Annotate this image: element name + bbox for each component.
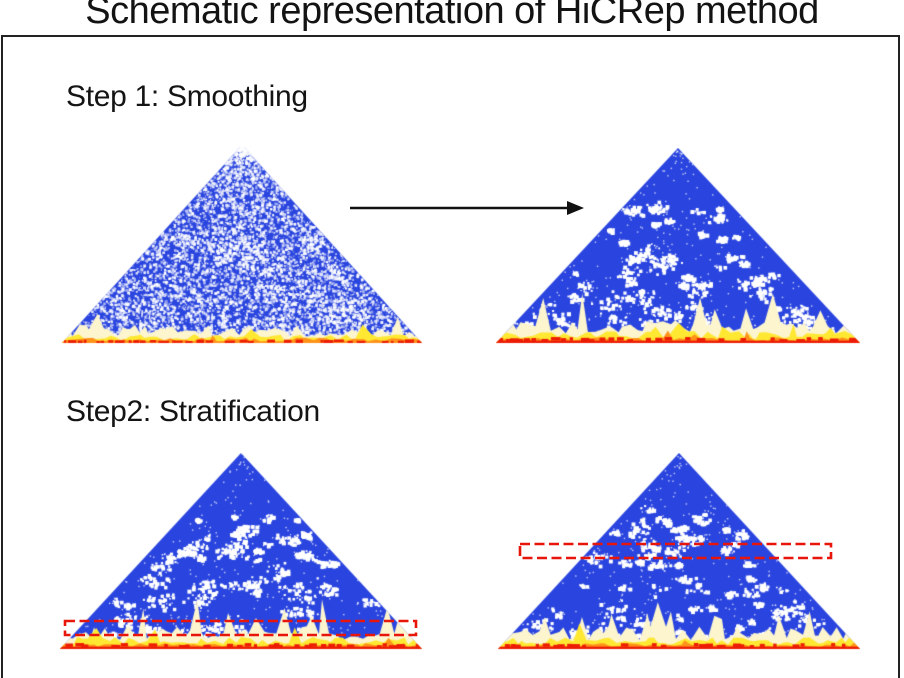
figure-title: Schematic representation of HiCRep metho… xyxy=(85,0,819,32)
hic-map-stratified-distal xyxy=(498,453,860,650)
hic-map-smoothed xyxy=(496,148,860,344)
step-1-label: Step 1: Smoothing xyxy=(66,80,308,113)
figure-border xyxy=(1,35,900,678)
step-2-label: Step2: Stratification xyxy=(66,395,320,428)
hic-map-stratified-near-diagonal xyxy=(60,453,422,650)
hic-map-raw xyxy=(62,145,422,344)
